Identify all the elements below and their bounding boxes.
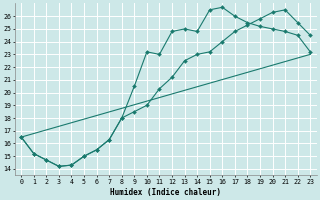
X-axis label: Humidex (Indice chaleur): Humidex (Indice chaleur) — [110, 188, 221, 197]
